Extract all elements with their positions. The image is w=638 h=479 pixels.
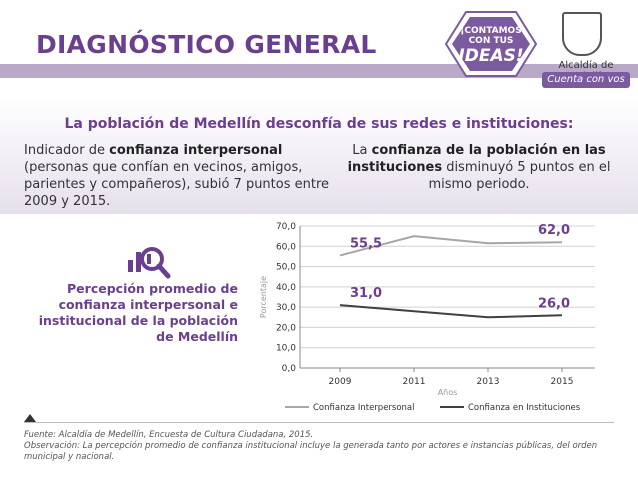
- subtitle: La población de Medellín desconfía de su…: [0, 116, 638, 132]
- left-text-bold: confianza interpersonal: [109, 143, 282, 158]
- footer-notes: Fuente: Alcaldía de Medellín, Encuesta d…: [24, 430, 624, 463]
- footer-observation: Observación: La percepción promedio de c…: [24, 441, 624, 463]
- x-tick-label: 2011: [403, 377, 426, 387]
- badge-line-3: IDEAS!: [444, 46, 538, 66]
- logo-tagline: Cuenta con vos: [542, 72, 630, 88]
- y-axis-title: Porcentaje: [259, 276, 268, 318]
- left-text-post: (personas que confían en vecinos, amigos…: [24, 160, 329, 209]
- x-tick-label: 2013: [477, 377, 500, 387]
- right-text-post: disminuyó 5 puntos en el mismo periodo.: [428, 160, 610, 192]
- page-title: DIAGNÓSTICO GENERAL: [36, 30, 377, 59]
- trust-line-chart: 0,0 10,0 20,0 30,0 40,0 50,0 60,0 70,0 2009 2011 2…: [250, 216, 610, 416]
- y-tick-label: 30,0: [276, 303, 296, 313]
- y-tick-label: 10,0: [276, 344, 296, 354]
- footer-divider: [24, 422, 614, 423]
- header-divider: [0, 64, 470, 78]
- analysis-magnifier-icon: [128, 240, 174, 280]
- interpersonal-text: Indicador de confianza interpersonal (pe…: [24, 142, 339, 210]
- data-label: 55,5: [350, 236, 382, 251]
- y-tick-label: 50,0: [276, 263, 296, 273]
- y-tick-label: 70,0: [276, 222, 296, 232]
- x-tick-label: 2015: [551, 377, 574, 387]
- y-tick-label: 60,0: [276, 242, 296, 252]
- legend-label-2: Confianza en Instituciones: [468, 403, 581, 413]
- data-label: 31,0: [350, 286, 382, 301]
- y-tick-label: 0,0: [282, 364, 297, 374]
- badge-line-1: ¡CONTAMOS: [444, 26, 538, 36]
- footer-source: Fuente: Alcaldía de Medellín, Encuesta d…: [24, 430, 624, 441]
- alcaldia-logo: Alcaldía de Medellín Cuenta con vos: [538, 8, 634, 88]
- data-label: 62,0: [538, 223, 570, 238]
- y-tick-label: 40,0: [276, 283, 296, 293]
- x-axis-title: Años: [438, 388, 458, 397]
- coat-of-arms-icon: [562, 12, 602, 56]
- y-tick-label: 20,0: [276, 323, 296, 333]
- footer-triangle-icon: [24, 414, 36, 422]
- left-text-pre: Indicador de: [24, 143, 109, 158]
- badge-line-2: CON TUS: [444, 36, 538, 46]
- legend-label-1: Confianza Interpersonal: [313, 403, 415, 413]
- institutional-text: La confianza de la población en las inst…: [340, 142, 618, 193]
- right-text-pre: La: [352, 143, 371, 158]
- contamos-badge: ¡CONTAMOS CON TUS IDEAS!: [444, 10, 538, 78]
- x-tick-label: 2009: [329, 377, 352, 387]
- data-label: 26,0: [538, 296, 570, 311]
- chart-side-label: Percepción promedio de confianza interpe…: [36, 281, 238, 345]
